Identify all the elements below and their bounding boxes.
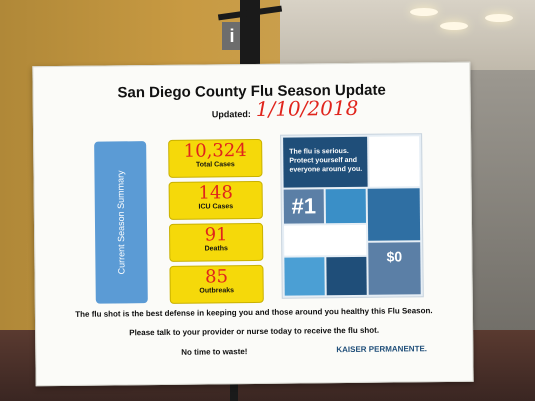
stat-value: 10,324 [183, 140, 247, 162]
board-title: San Diego County Flu Season Update [117, 81, 386, 102]
stat-value: 91 [204, 224, 228, 246]
footer-line-2: Please talk to your provider or nurse to… [129, 325, 380, 338]
stat-label: Total Cases [195, 161, 235, 169]
stat-label: Deaths [204, 245, 228, 253]
poster-headline: The flu is serious. Protect yourself and… [289, 147, 363, 174]
stat-label: ICU Cases [198, 203, 234, 211]
flu-poster: The flu is serious. Protect yourself and… [280, 133, 424, 299]
summary-label: Current Season Summary [115, 170, 127, 275]
stat-value: 148 [198, 182, 233, 204]
speech-bubble-icon [367, 188, 421, 241]
updated-date: 1/10/2018 [255, 95, 359, 121]
background-wall [470, 70, 535, 350]
poster-text-block [284, 224, 367, 256]
stat-value: 85 [204, 266, 229, 288]
stat-total-cases: 10,324 Total Cases [168, 138, 263, 178]
ceiling-light [410, 8, 438, 16]
calendar-icon [326, 256, 367, 296]
stat-label: Outbreaks [199, 287, 235, 295]
poster-text-block [369, 136, 420, 187]
poster-headline-block: The flu is serious. Protect yourself and… [283, 136, 368, 188]
summary-panel: Current Season Summary [94, 141, 148, 304]
poster-number-one: #1 [283, 189, 324, 224]
ceiling-light [440, 22, 468, 30]
stat-deaths: 91 Deaths [168, 222, 264, 262]
stat-icu-cases: 148 ICU Cases [168, 180, 263, 220]
family-icon [284, 257, 325, 296]
footer-line-1: The flu shot is the best defense in keep… [75, 306, 433, 319]
people-icon [325, 188, 366, 224]
easel-top [240, 0, 260, 72]
stat-outbreaks: 85 Outbreaks [169, 264, 264, 304]
ceiling-light [485, 14, 513, 22]
easel-leg [230, 376, 238, 401]
kaiser-permanente-logo: KAISER PERMANENTE. [336, 344, 428, 355]
flu-update-board: San Diego County Flu Season Update Updat… [32, 61, 474, 387]
poster-zero-cost: $0 [368, 242, 421, 295]
info-sign: i [222, 22, 242, 50]
updated-label: Updated: [211, 109, 251, 120]
